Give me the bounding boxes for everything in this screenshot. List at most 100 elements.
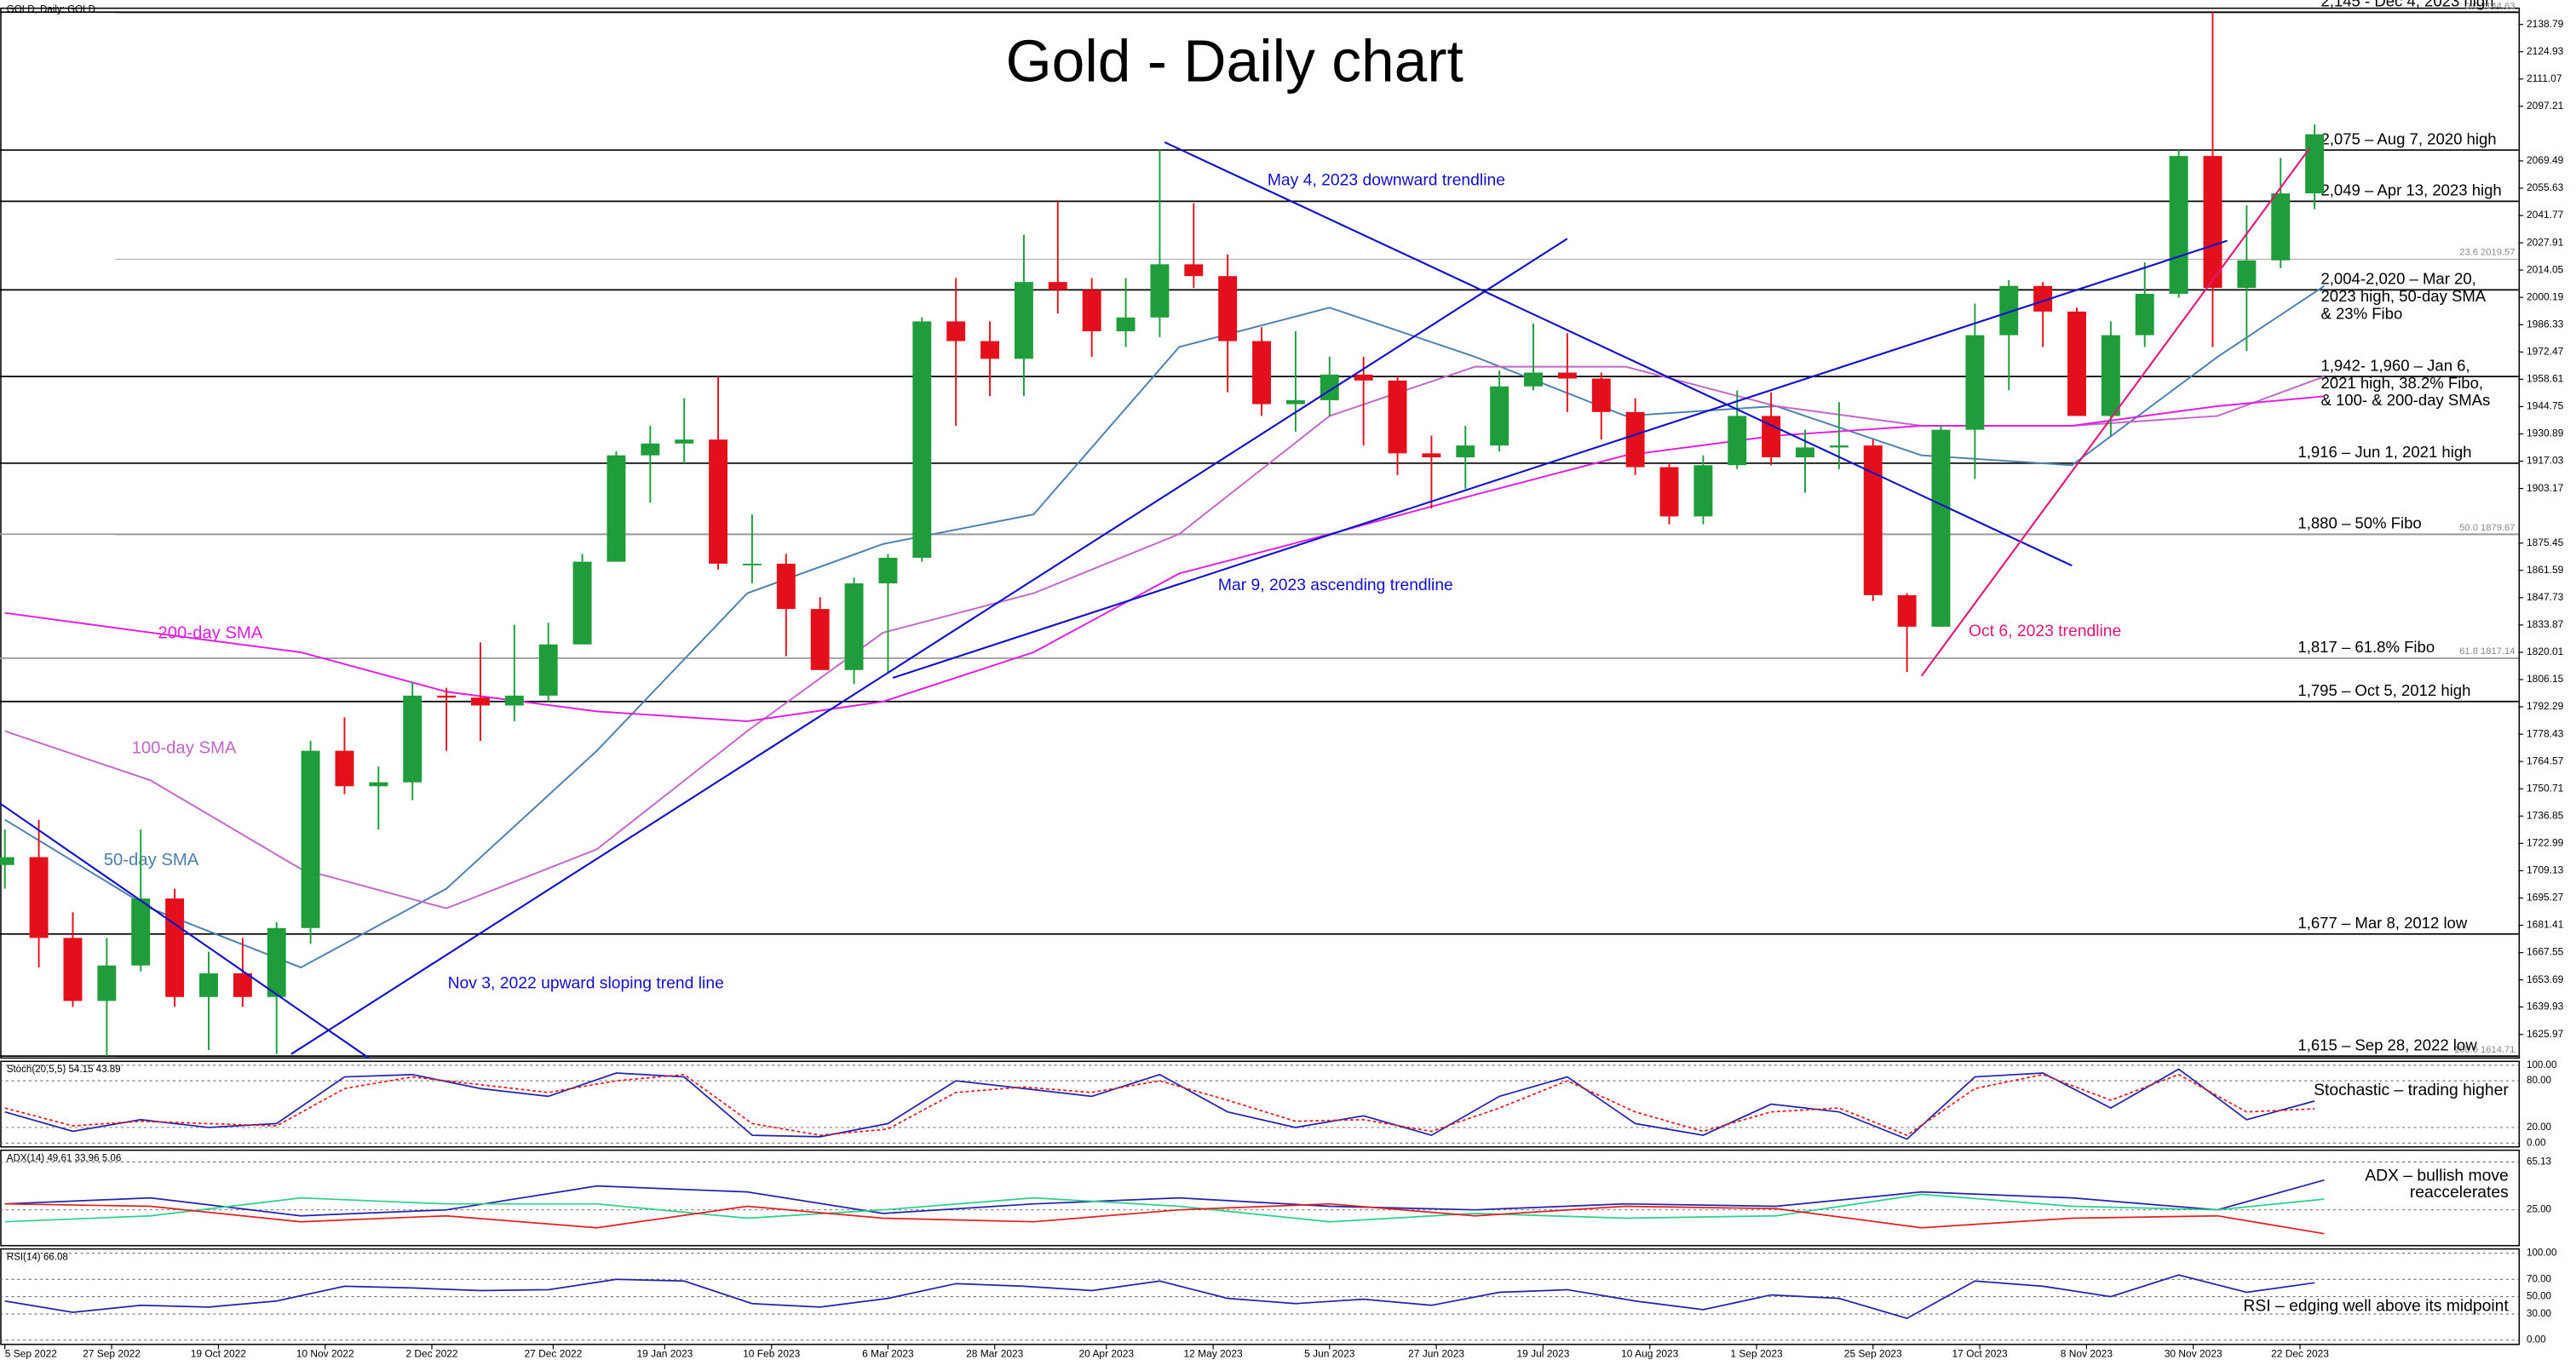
candle-body [165, 898, 185, 997]
panel-annotation: reaccelerates [2410, 1184, 2509, 1202]
level-label: 1,795 – Oct 5, 2012 high [2297, 681, 2470, 699]
level-label: 1,615 – Sep 28, 2022 low [2297, 1036, 2477, 1053]
indicator-line [4, 1274, 2315, 1320]
y-tick-label: 1903.17 [2527, 482, 2564, 494]
candle-body [1490, 386, 1509, 446]
y-tick-label: 2097.21 [2527, 100, 2564, 112]
panel-header: ADX(14) 49.61 33.96 5.06 [7, 1153, 122, 1163]
level-label: 2023 high, 50-day SMA [2320, 287, 2486, 305]
candle-body [709, 439, 728, 564]
y-tick-label: 2069.49 [2527, 154, 2564, 166]
x-tick-label: 2 Dec 2022 [405, 1347, 458, 1359]
x-tick-label: 30 Nov 2023 [2165, 1347, 2222, 1359]
candle-body [980, 341, 1000, 359]
x-tick-label: 5 Jun 2023 [1304, 1347, 1355, 1359]
candle-body [2305, 134, 2325, 194]
x-tick-label: 22 Dec 2023 [2271, 1347, 2329, 1359]
x-tick-label: 1 Sep 2023 [1730, 1347, 1783, 1359]
level-label: 1,880 – 50% Fibo [2297, 514, 2421, 532]
candle-body [2101, 335, 2120, 416]
x-tick-label: 10 Aug 2023 [1621, 1347, 1679, 1359]
y-tick-label: 1778.43 [2527, 727, 2564, 739]
y-tick-label: 1695.27 [2527, 892, 2564, 904]
y-tick-label: 1875.45 [2527, 537, 2564, 548]
fibo-label: 100.0 1614.71 [2454, 1045, 2516, 1055]
candle-body [844, 583, 864, 670]
candle-body [1965, 335, 1985, 430]
y-tick-label: 2041.77 [2527, 209, 2564, 221]
panel-tick-label: 0.00 [2527, 1335, 2546, 1346]
level-label: 2,004-2,020 – Mar 20, [2320, 270, 2475, 288]
trendline [1164, 141, 2073, 567]
candle-body [1082, 290, 1101, 331]
x-tick-label: 25 Sep 2023 [1844, 1347, 1902, 1359]
y-tick-label: 1639.93 [2527, 1001, 2564, 1013]
y-tick-label: 2124.93 [2527, 45, 2564, 57]
candle-body [810, 609, 830, 670]
fibo-label: 50.0 1879.67 [2459, 523, 2515, 533]
y-tick-label: 1944.75 [2527, 400, 2564, 412]
panel-tick-label: 50.00 [2527, 1292, 2551, 1302]
candle-body [742, 563, 762, 565]
y-tick-label: 1709.13 [2527, 864, 2564, 876]
x-tick-label: 10 Feb 2023 [743, 1347, 801, 1359]
y-tick-label: 1653.69 [2527, 973, 2564, 985]
candle-body [1829, 445, 1849, 448]
trendline-label: Mar 9, 2023 ascending trendline [1218, 577, 1453, 594]
candle-body [1048, 282, 1067, 290]
legend-label: 50-day SMA [104, 851, 199, 869]
panel-header: RSI(14) 66.08 [7, 1252, 68, 1262]
chart-header: GOLD, Daily: GOLD [7, 5, 95, 15]
chart-title: Gold - Daily chart [1006, 28, 1463, 95]
candle-body [403, 695, 423, 783]
legend-label: 100-day SMA [132, 739, 237, 758]
indicator-line [4, 1073, 2315, 1137]
indicator-line [4, 1179, 2325, 1217]
candle-body [97, 965, 117, 1001]
indicator-line [4, 1068, 2315, 1140]
y-tick-label: 1722.99 [2527, 837, 2564, 849]
y-tick-label: 1972.47 [2527, 345, 2564, 357]
candle-body [641, 443, 660, 456]
candle-body [1728, 416, 1747, 466]
candle-body [437, 695, 457, 698]
candle-body [1557, 372, 1577, 379]
indicator-line [4, 1193, 2325, 1223]
x-tick-label: 6 Mar 2023 [862, 1347, 914, 1359]
candle-body [1931, 429, 1951, 627]
x-tick-label: 27 Sep 2022 [83, 1347, 141, 1359]
x-tick-label: 8 Nov 2023 [2061, 1347, 2113, 1359]
y-tick-label: 2111.07 [2527, 72, 2562, 84]
y-tick-label: 1861.59 [2527, 564, 2564, 576]
indicator-line [4, 1202, 2325, 1235]
x-tick-label: 5 Sep 2022 [5, 1347, 58, 1359]
y-tick-label: 1625.97 [2527, 1028, 2564, 1040]
candle-body [572, 561, 592, 645]
x-tick-label: 12 May 2023 [1183, 1347, 1243, 1359]
candle-body [1762, 416, 1781, 458]
stoch-panel-frame [0, 1060, 2521, 1148]
candle-body [2135, 294, 2154, 336]
fibo-label: 0.0 2144.63 [2464, 1, 2515, 11]
panel-annotation: Stochastic – trading higher [2314, 1082, 2509, 1099]
y-tick-label: 2055.63 [2527, 181, 2564, 193]
y-tick-label: 1792.29 [2527, 700, 2564, 712]
y-tick-label: 1820.01 [2527, 646, 2564, 657]
candle-body [198, 973, 218, 997]
level-label: 2021 high, 38.2% Fibo, [2320, 374, 2483, 392]
y-tick-label: 1847.73 [2527, 591, 2564, 603]
candle-body [946, 321, 966, 341]
candle-body [0, 857, 14, 865]
y-tick-label: 1917.03 [2527, 455, 2564, 467]
y-tick-label: 1833.87 [2527, 618, 2564, 630]
candle-body [369, 782, 388, 787]
candle-body [1863, 445, 1883, 595]
candle-body [2033, 285, 2053, 312]
y-tick-label: 1764.57 [2527, 755, 2564, 766]
y-tick-label: 1750.71 [2527, 782, 2564, 794]
level-label: 2,075 – Aug 7, 2020 high [2320, 129, 2496, 147]
candle-body [1116, 317, 1136, 331]
y-tick-label: 2138.79 [2527, 18, 2564, 30]
